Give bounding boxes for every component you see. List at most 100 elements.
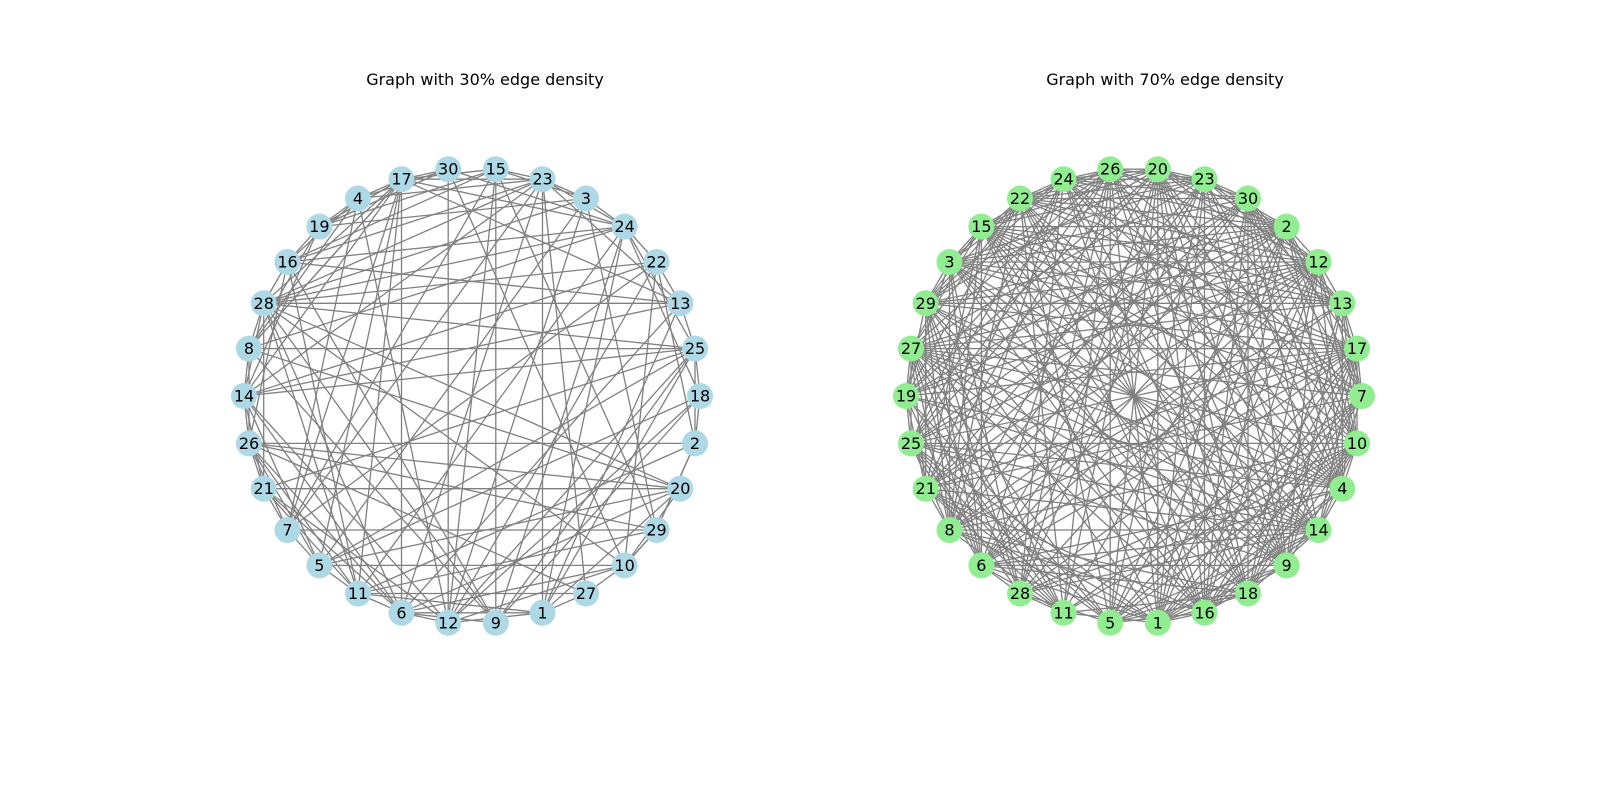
node-16: 16 xyxy=(274,249,301,275)
node-circle xyxy=(1305,517,1332,543)
node-label: 10 xyxy=(614,556,634,575)
edge-29-8 xyxy=(925,303,951,531)
node-label: 14 xyxy=(234,387,254,406)
node-circle xyxy=(573,185,599,212)
edge-20-28 xyxy=(1019,168,1159,594)
node-label: 22 xyxy=(1010,189,1030,208)
edge-8-10 xyxy=(949,442,1358,531)
node-20: 20 xyxy=(667,475,694,502)
edge-12-21 xyxy=(263,488,449,624)
edge-18-10 xyxy=(1247,443,1358,594)
node-label: 9 xyxy=(491,613,501,632)
node-7: 7 xyxy=(274,517,301,543)
node-circle xyxy=(1191,166,1218,193)
edge-22-14 xyxy=(1019,198,1319,531)
edge-25-21 xyxy=(263,347,696,490)
edge-30-14 xyxy=(1247,198,1320,531)
edge-27-14 xyxy=(910,348,1319,531)
edge-24-16 xyxy=(287,225,625,263)
node-circle xyxy=(1050,166,1077,193)
node-8: 8 xyxy=(936,517,963,543)
edge-30-10 xyxy=(447,168,626,566)
node-label: 15 xyxy=(486,160,506,179)
node-label: 17 xyxy=(391,170,411,189)
edge-29-26 xyxy=(248,442,657,531)
edge-7-24 xyxy=(1063,178,1363,397)
edge-19-6 xyxy=(905,395,982,566)
node-18: 18 xyxy=(687,383,713,409)
edge-24-9 xyxy=(1062,178,1288,566)
node-30: 30 xyxy=(435,156,462,183)
edge-24-11 xyxy=(357,226,626,594)
node-circle xyxy=(1273,552,1300,579)
left-graph: 1825132224323153017419162881426217511612… xyxy=(231,156,713,636)
edge-6-1 xyxy=(981,564,1159,624)
node-circle xyxy=(682,430,708,457)
node-label: 8 xyxy=(244,339,254,358)
edge-24-18 xyxy=(624,226,701,397)
edge-27-6 xyxy=(910,348,983,566)
edge-17-5 xyxy=(1109,348,1358,624)
node-4: 4 xyxy=(1329,475,1356,502)
node-circle xyxy=(1344,430,1370,457)
node-label: 25 xyxy=(901,434,921,453)
node-circle xyxy=(643,249,670,275)
edge-12-26 xyxy=(1109,168,1319,263)
edge-20-4 xyxy=(1157,168,1343,490)
edge-25-11 xyxy=(910,442,1064,614)
edge-17-5 xyxy=(318,179,403,566)
node-circle xyxy=(898,335,924,362)
edge-12-4 xyxy=(1317,261,1343,489)
node-circle xyxy=(1329,475,1356,502)
node-label: 13 xyxy=(670,294,690,313)
node-circle xyxy=(388,166,415,193)
edge-17-8 xyxy=(949,348,1358,531)
edge-24-8 xyxy=(948,178,1065,531)
node-17: 17 xyxy=(1344,335,1370,362)
edge-5-14 xyxy=(1109,529,1319,624)
node-label: 28 xyxy=(1010,584,1030,603)
edge-2-24 xyxy=(1063,178,1287,228)
edge-19-4 xyxy=(905,395,1343,490)
edge-8-17 xyxy=(248,178,402,350)
edge-9-10 xyxy=(1286,443,1358,566)
node-14: 14 xyxy=(1305,517,1332,543)
edge-2-4 xyxy=(1285,226,1343,489)
edge-10-6 xyxy=(401,564,625,614)
edge-19-5 xyxy=(905,395,1111,624)
edge-13-16 xyxy=(287,261,681,304)
edge-25-12 xyxy=(447,348,696,624)
node-circle xyxy=(682,335,708,362)
node-label: 3 xyxy=(581,189,591,208)
node-1: 1 xyxy=(529,599,556,626)
node-circle xyxy=(1097,609,1124,636)
node-23: 23 xyxy=(529,166,556,193)
edge-22-19 xyxy=(905,198,1021,397)
edge-3-4 xyxy=(949,261,1343,490)
edge-12-25 xyxy=(910,261,1319,444)
node-label: 14 xyxy=(1308,521,1328,540)
edge-22-4 xyxy=(1019,198,1343,490)
edge-28-6 xyxy=(263,303,403,614)
edge-3-18 xyxy=(949,261,1249,594)
edge-26-29 xyxy=(925,168,1111,304)
edge-7-4 xyxy=(286,198,359,531)
node-30: 30 xyxy=(1235,185,1261,212)
edge-20-8 xyxy=(948,168,1159,531)
edge-27-18 xyxy=(910,348,1249,595)
edge-20-5 xyxy=(319,488,681,567)
right-graph: 7171312230232026242215329271925218628115… xyxy=(893,156,1375,636)
edge-12-20 xyxy=(1157,168,1319,263)
node-label: 27 xyxy=(576,584,596,603)
edge-13-15 xyxy=(981,225,1343,304)
edge-23-13 xyxy=(542,178,681,304)
edge-27-9 xyxy=(910,348,1287,566)
edge-8-11 xyxy=(949,529,1064,614)
node-27: 27 xyxy=(898,335,924,362)
edge-20-1 xyxy=(542,488,681,614)
node-11: 11 xyxy=(1050,599,1077,626)
edge-23-10 xyxy=(1203,178,1358,444)
edge-8-19 xyxy=(248,226,320,349)
edge-13-1 xyxy=(541,303,681,614)
